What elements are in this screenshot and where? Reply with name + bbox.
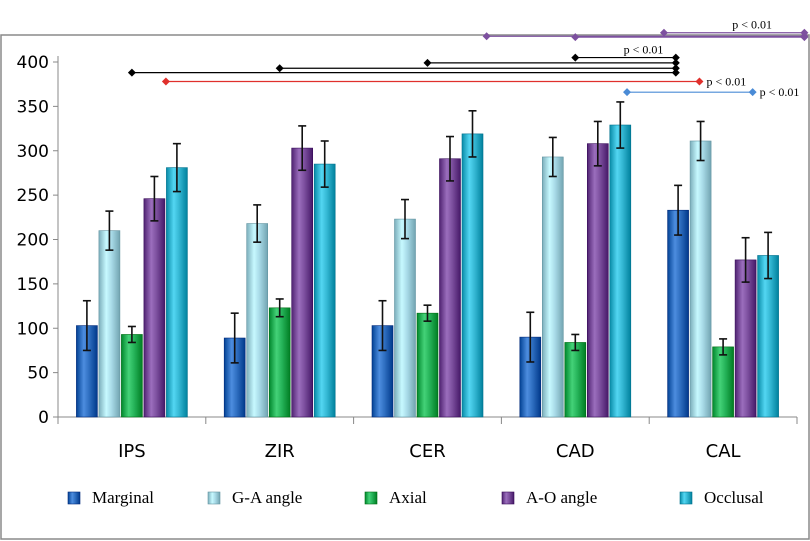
x-category-label: CER [409, 441, 445, 462]
y-tick-label: 150 [17, 275, 49, 295]
bar-g-a-angle [246, 223, 268, 418]
significance-marker [423, 58, 432, 67]
bar-g-a-angle [689, 140, 712, 418]
significance-marker [800, 28, 809, 37]
legend-swatch [207, 491, 221, 505]
bar-occlusal [609, 124, 632, 418]
significance-marker [623, 88, 632, 97]
y-tick-label: 100 [17, 319, 49, 339]
legend-label: G-A angle [232, 488, 302, 507]
legend-label: Occlusal [704, 488, 764, 507]
legend-label: Axial [389, 488, 427, 507]
bar-axial [121, 334, 143, 418]
significance-label: p < 0.01 [624, 43, 664, 57]
y-tick-label: 300 [17, 142, 49, 162]
significance-marker [659, 28, 668, 37]
legend-label: A-O angle [526, 488, 597, 507]
legend-swatch [679, 491, 693, 505]
bar-marginal [667, 209, 689, 418]
bar-occlusal [166, 167, 188, 418]
significance-marker [571, 33, 580, 42]
x-category-label: ZIR [265, 441, 295, 462]
bar-occlusal [461, 133, 484, 418]
bar-a-o-angle [143, 198, 166, 418]
x-category-label: CAL [706, 441, 741, 462]
y-tick-label: 350 [17, 97, 49, 117]
x-category-label: CAD [556, 441, 595, 462]
bar-axial [416, 312, 439, 418]
significance-marker [482, 32, 491, 41]
significance-marker [275, 64, 284, 73]
y-tick-label: 400 [17, 53, 49, 73]
bar-occlusal [313, 163, 336, 418]
legend-swatch [364, 491, 378, 505]
chart-frame [0, 34, 810, 540]
bar-axial [564, 342, 587, 418]
x-category-label: IPS [118, 441, 146, 462]
significance-marker [161, 77, 170, 86]
bar-g-a-angle [394, 218, 416, 418]
bar-g-a-angle [98, 230, 121, 418]
significance-marker [748, 88, 757, 97]
significance-label: p < 0.01 [760, 85, 800, 99]
significance-marker [695, 77, 704, 86]
legend-label: Marginal [92, 488, 154, 507]
significance-marker [671, 53, 680, 62]
significance-label: p < 0.01 [706, 75, 746, 89]
significance-marker [671, 68, 680, 77]
y-tick-label: 0 [38, 408, 49, 428]
bar-axial [712, 346, 734, 418]
bar-g-a-angle [541, 156, 564, 418]
significance-label: p < 0.01 [732, 18, 772, 32]
bar-a-o-angle [586, 143, 609, 418]
legend-swatch [501, 491, 515, 505]
significance-marker [671, 64, 680, 73]
y-tick-label: 200 [17, 231, 49, 251]
bar-occlusal [757, 255, 779, 418]
significance-marker [671, 58, 680, 67]
y-tick-label: 50 [27, 364, 49, 384]
significance-marker [127, 68, 136, 77]
significance-marker [571, 53, 580, 62]
legend-swatch [67, 491, 81, 505]
bar-a-o-angle [291, 147, 314, 418]
bar-a-o-angle [734, 259, 757, 418]
y-tick-label: 250 [17, 186, 49, 206]
bar-a-o-angle [439, 158, 461, 418]
bar-axial [268, 307, 291, 418]
